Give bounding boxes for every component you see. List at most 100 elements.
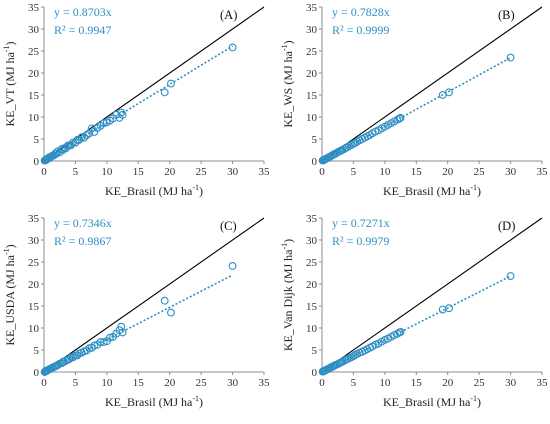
y-tick-label: 10 <box>28 323 40 335</box>
x-tick-label: 35 <box>537 377 549 389</box>
y-tick-label: 0 <box>34 367 40 379</box>
data-point <box>85 129 94 138</box>
trend-equation: y = 0.7346x <box>54 216 112 230</box>
y-tick-label: 5 <box>312 345 318 357</box>
trend-equation: y = 0.7271x <box>332 216 390 230</box>
y-tick-label: 35 <box>306 2 318 14</box>
y-tick-label: 20 <box>306 279 318 291</box>
data-point <box>167 308 175 317</box>
x-tick-label: 5 <box>351 377 357 389</box>
trendline <box>43 274 233 373</box>
data-point <box>395 114 404 123</box>
trendline <box>321 275 511 373</box>
y-tick-label: 0 <box>34 156 40 168</box>
panel-d: 0 5 10 15 20 25 30 35 0 5 10 15 20 25 30 35 y = 0.7271x R… <box>280 213 548 409</box>
data-point <box>99 338 108 347</box>
identity-line <box>321 6 543 162</box>
y-tick-label: 5 <box>34 134 40 146</box>
data-point <box>506 272 515 281</box>
x-axis-label: KE_Brasil (MJ ha-1) <box>105 183 203 198</box>
y-tick-label: 10 <box>28 112 40 124</box>
identity-line <box>43 6 265 162</box>
data-point <box>343 143 352 152</box>
x-tick-label: 15 <box>133 166 145 178</box>
data-point <box>160 88 169 97</box>
x-tick-label: 20 <box>164 377 176 389</box>
x-tick-label: 20 <box>442 166 454 178</box>
x-tick-label: 30 <box>505 377 517 389</box>
x-tick-label: 35 <box>259 166 271 178</box>
x-tick-label: 15 <box>133 377 145 389</box>
data-point <box>80 133 89 142</box>
x-tick-label: 0 <box>41 166 47 178</box>
x-tick-label: 30 <box>227 377 239 389</box>
panel-label: (C) <box>220 219 237 233</box>
y-tick-label: 20 <box>28 279 40 291</box>
x-axis-label: KE_Brasil (MJ ha-1) <box>105 394 203 409</box>
x-tick-label: 25 <box>474 166 486 178</box>
y-tick-label: 35 <box>306 213 318 225</box>
data-point <box>438 305 447 314</box>
y-tick-label: 15 <box>306 90 318 102</box>
x-tick-label: 5 <box>73 166 79 178</box>
y-tick-label: 5 <box>34 345 40 357</box>
y-tick-label: 20 <box>306 68 318 80</box>
x-tick-label: 30 <box>505 166 517 178</box>
data-point <box>65 355 74 364</box>
r-squared: R² = 0.9867 <box>54 234 111 248</box>
y-tick-label: 30 <box>28 24 40 36</box>
y-tick-label: 25 <box>306 257 318 269</box>
x-tick-label: 25 <box>196 377 208 389</box>
data-point <box>106 333 114 342</box>
x-axis-label: KE_Brasil (MJ ha-1) <box>383 183 481 198</box>
data-point <box>396 113 405 122</box>
y-tick-label: 25 <box>28 46 40 58</box>
data-point <box>167 79 175 88</box>
data-point <box>228 262 237 270</box>
data-point <box>351 139 360 147</box>
x-tick-label: 10 <box>101 377 113 389</box>
y-tick-label: 20 <box>28 68 40 80</box>
y-tick-label: 35 <box>28 2 40 14</box>
x-tick-label: 0 <box>41 377 47 389</box>
y-tick-label: 15 <box>306 301 318 313</box>
panel-label: (A) <box>220 8 237 22</box>
r-squared: R² = 0.9979 <box>332 234 389 248</box>
x-tick-label: 30 <box>227 166 239 178</box>
y-axis-label: KE_WS (MJ ha-1) <box>280 40 295 127</box>
x-tick-label: 0 <box>319 166 325 178</box>
x-tick-label: 25 <box>474 377 486 389</box>
data-point <box>349 352 358 361</box>
x-tick-label: 35 <box>537 166 549 178</box>
y-tick-label: 15 <box>28 90 40 102</box>
data-point <box>118 328 127 337</box>
data-point <box>90 341 99 350</box>
y-axis-label: KE_Van Dijk (MJ ha-1) <box>280 239 295 351</box>
x-tick-label: 15 <box>411 377 423 389</box>
x-tick-label: 10 <box>379 166 391 178</box>
y-tick-label: 30 <box>306 24 318 36</box>
y-tick-label: 0 <box>312 156 318 168</box>
y-tick-label: 30 <box>306 235 318 247</box>
y-tick-label: 10 <box>306 323 318 335</box>
data-point <box>160 296 169 305</box>
x-tick-label: 0 <box>319 377 325 389</box>
y-tick-label: 0 <box>312 367 318 379</box>
data-point <box>117 322 126 331</box>
trend-equation: y = 0.8703x <box>54 5 112 19</box>
data-point <box>506 53 515 62</box>
x-axis-label: KE_Brasil (MJ ha-1) <box>383 394 481 409</box>
x-tick-label: 10 <box>379 377 391 389</box>
y-tick-label: 5 <box>312 134 318 146</box>
data-point <box>445 304 453 313</box>
panel-b: 0 5 10 15 20 25 30 35 0 5 10 15 20 25 30 35 y = 0.7828x R… <box>280 2 548 198</box>
panel-c: 0 5 10 15 20 25 30 35 0 5 10 15 20 25 30 35 y = 0.7346x R… <box>2 213 270 409</box>
data-point <box>445 88 453 97</box>
identity-line <box>43 217 265 373</box>
panel-a: 0 5 10 15 20 25 30 35 0 5 10 15 20 25 30 35 y = 0.8703x R… <box>2 2 270 198</box>
panel-label: (B) <box>498 8 515 22</box>
r-squared: R² = 0.9947 <box>54 23 111 37</box>
identity-line <box>321 217 543 373</box>
x-tick-label: 20 <box>442 377 454 389</box>
